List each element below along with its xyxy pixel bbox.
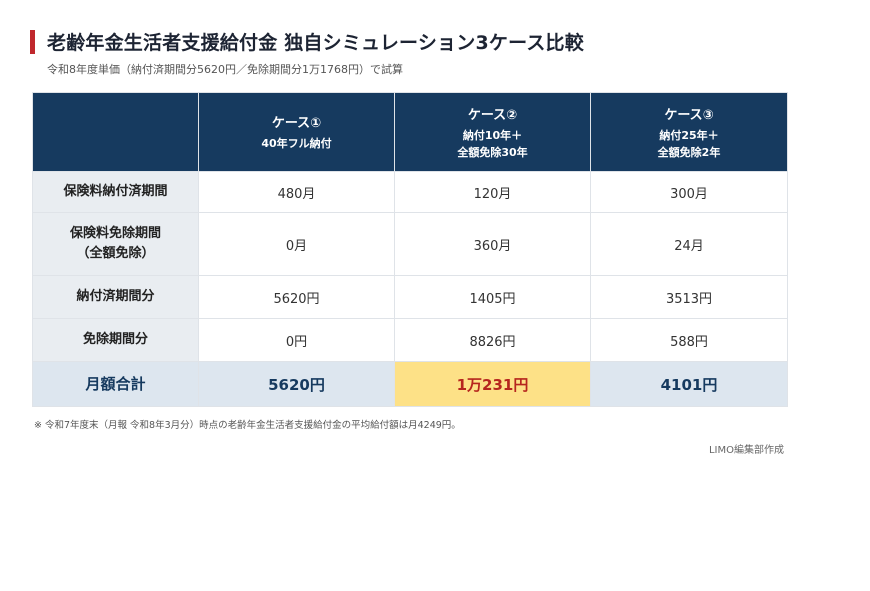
row-label-text: 免除期間分 <box>82 332 148 347</box>
footnote: ※ 令和7年度末（月報 令和8年3月分）時点の老齢年金生活者支援給付金の平均給付… <box>34 420 461 431</box>
row-label: 納付済期間分 <box>32 275 199 319</box>
row-label: 保険料免除期間 （全額免除） <box>32 212 199 276</box>
table-cell: 3513円 <box>590 275 788 319</box>
column-header-case2: ケース② 納付10年＋ 全額免除30年 <box>394 92 591 172</box>
title-block: 老齢年金生活者支援給付金 独自シミュレーション3ケース比較 <box>30 28 584 55</box>
table-header-row: ケース① 40年フル納付 ケース② 納付10年＋ 全額免除30年 ケース③ 納付… <box>32 92 788 172</box>
row-label-text: 納付済期間分 <box>76 289 155 304</box>
table-corner-cell <box>32 92 199 172</box>
case-name: ケース① <box>271 116 322 131</box>
case-name: ケース③ <box>664 107 714 123</box>
table-cell: 360月 <box>394 212 591 276</box>
table-cell: 24月 <box>590 212 788 276</box>
row-label-text: 保険料納付済期間 <box>63 184 168 199</box>
table-cell: 8826円 <box>394 318 591 362</box>
title-accent-bar <box>30 29 35 54</box>
total-label: 月額合計 <box>32 361 199 407</box>
table-cell: 480月 <box>198 171 395 213</box>
case-name: ケース② <box>467 107 518 123</box>
credit-text: LIMO編集部作成 <box>708 445 784 456</box>
page-subtitle: 令和8年度単価（納付済期間分5620円／免除期間分1万1768円）で試算 <box>47 63 403 76</box>
case-desc: 全額免除2年 <box>657 145 721 159</box>
table-row: 保険料納付済期間 480月 120月 300月 <box>32 171 788 213</box>
case-desc: 全額免除30年 <box>457 145 528 159</box>
total-cell-highlight: 1万231円 <box>394 361 591 407</box>
page-title: 老齢年金生活者支援給付金 独自シミュレーション3ケース比較 <box>47 32 584 54</box>
case-desc: 納付25年＋ <box>659 128 719 142</box>
total-cell: 5620円 <box>198 361 395 407</box>
total-row: 月額合計 5620円 1万231円 4101円 <box>32 361 788 407</box>
row-label: 免除期間分 <box>32 318 199 362</box>
table-row: 免除期間分 0円 8826円 588円 <box>32 318 788 362</box>
comparison-table: ケース① 40年フル納付 ケース② 納付10年＋ 全額免除30年 ケース③ 納付… <box>32 92 788 407</box>
total-cell: 4101円 <box>590 361 788 407</box>
table-cell: 5620円 <box>198 275 395 319</box>
row-label-text: 保険料免除期間 <box>69 226 161 241</box>
row-label: 保険料納付済期間 <box>32 171 199 213</box>
table-cell: 120月 <box>394 171 591 213</box>
table-cell: 0月 <box>198 212 395 276</box>
table-cell: 300月 <box>590 171 788 213</box>
table-row: 保険料免除期間 （全額免除） 0月 360月 24月 <box>32 212 788 276</box>
row-label-text: （全額免除） <box>76 246 155 261</box>
case-desc: 40年フル納付 <box>261 137 332 150</box>
column-header-case3: ケース③ 納付25年＋ 全額免除2年 <box>590 92 788 172</box>
table-row: 納付済期間分 5620円 1405円 3513円 <box>32 275 788 319</box>
table-cell: 1405円 <box>394 275 591 319</box>
column-header-case1: ケース① 40年フル納付 <box>198 92 395 172</box>
table-cell: 588円 <box>590 318 788 362</box>
case-desc: 納付10年＋ <box>462 128 523 142</box>
table-cell: 0円 <box>198 318 395 362</box>
